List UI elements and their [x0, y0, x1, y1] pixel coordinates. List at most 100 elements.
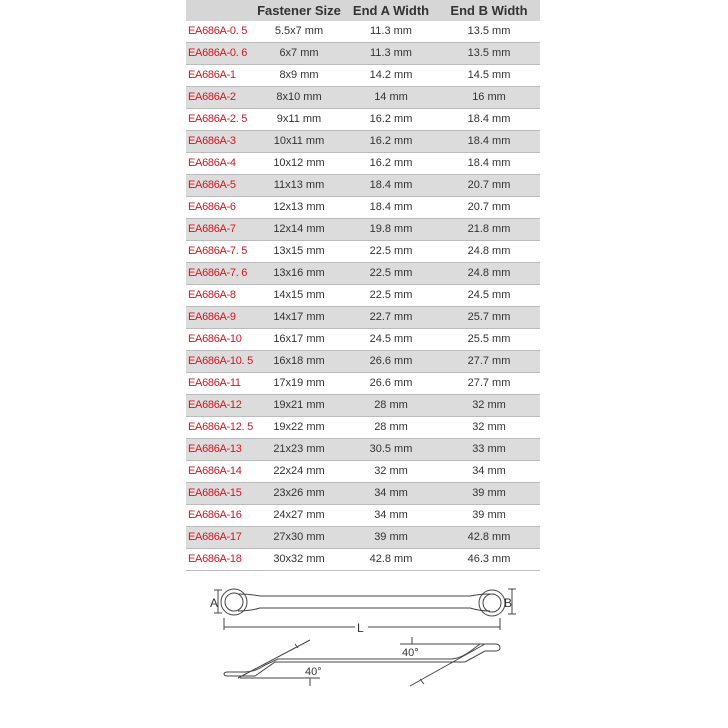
end-a-width: 22.5 mm [344, 262, 438, 285]
table-row: EA686A-7. 5 13x15 mm 22.5 mm 24.8 mm [186, 240, 540, 263]
model-code: EA686A-16 [186, 504, 254, 527]
fastener-size: 8x9 mm [254, 64, 344, 87]
end-b-width: 13.5 mm [438, 21, 540, 43]
fastener-size: 24x27 mm [254, 504, 344, 527]
end-b-width: 46.3 mm [438, 548, 540, 571]
end-b-width: 24.8 mm [438, 240, 540, 263]
model-code: EA686A-7. 5 [186, 240, 254, 263]
end-b-width: 32 mm [438, 394, 540, 417]
end-a-width: 28 mm [344, 394, 438, 417]
model-code: EA686A-8 [186, 284, 254, 307]
label-l: L [357, 621, 364, 635]
end-b-width: 24.8 mm [438, 262, 540, 285]
model-code: EA686A-17 [186, 526, 254, 549]
table-row: EA686A-5 11x13 mm 18.4 mm 20.7 mm [186, 174, 540, 197]
fastener-size: 22x24 mm [254, 460, 344, 483]
end-a-width: 34 mm [344, 504, 438, 527]
end-b-width: 39 mm [438, 482, 540, 505]
end-a-width: 22.5 mm [344, 240, 438, 263]
end-a-width: 19.8 mm [344, 218, 438, 241]
model-code: EA686A-2 [186, 86, 254, 109]
model-code: EA686A-3 [186, 130, 254, 153]
end-b-width: 18.4 mm [438, 108, 540, 131]
model-code: EA686A-4 [186, 152, 254, 175]
end-b-width: 18.4 mm [438, 152, 540, 175]
fastener-size: 16x17 mm [254, 328, 344, 351]
end-b-width: 25.5 mm [438, 328, 540, 351]
end-a-width: 30.5 mm [344, 438, 438, 461]
table-row: EA686A-10 16x17 mm 24.5 mm 25.5 mm [186, 328, 540, 351]
model-code: EA686A-1 [186, 64, 254, 87]
fastener-size: 5.5x7 mm [254, 21, 344, 43]
end-b-width: 21.8 mm [438, 218, 540, 241]
end-b-width: 16 mm [438, 86, 540, 109]
table-row: EA686A-7. 6 13x16 mm 22.5 mm 24.8 mm [186, 262, 540, 285]
table-row: EA686A-1 8x9 mm 14.2 mm 14.5 mm [186, 64, 540, 87]
model-code: EA686A-14 [186, 460, 254, 483]
fastener-size: 30x32 mm [254, 548, 344, 571]
end-a-width: 39 mm [344, 526, 438, 549]
table-row: EA686A-9 14x17 mm 22.7 mm 25.7 mm [186, 306, 540, 329]
end-b-width: 20.7 mm [438, 174, 540, 197]
end-b-width: 34 mm [438, 460, 540, 483]
table-row: EA686A-11 17x19 mm 26.6 mm 27.7 mm [186, 372, 540, 395]
end-b-width: 13.5 mm [438, 42, 540, 65]
end-a-width: 26.6 mm [344, 372, 438, 395]
table-row: EA686A-13 21x23 mm 30.5 mm 33 mm [186, 438, 540, 461]
fastener-size: 14x17 mm [254, 306, 344, 329]
model-code: EA686A-10. 5 [186, 350, 254, 373]
fastener-size: 8x10 mm [254, 86, 344, 109]
angle-left-label: 40° [305, 666, 322, 678]
table-row: EA686A-10. 5 16x18 mm 26.6 mm 27.7 mm [186, 350, 540, 373]
model-code: EA686A-12 [186, 394, 254, 417]
table-row: EA686A-18 30x32 mm 42.8 mm 46.3 mm [186, 548, 540, 571]
model-code: EA686A-2. 5 [186, 108, 254, 131]
model-code: EA686A-12. 5 [186, 416, 254, 439]
end-b-width: 14.5 mm [438, 64, 540, 87]
model-code: EA686A-7 [186, 218, 254, 241]
table-row: EA686A-6 12x13 mm 18.4 mm 20.7 mm [186, 196, 540, 219]
table-row: EA686A-7 12x14 mm 19.8 mm 21.8 mm [186, 218, 540, 241]
end-b-width: 27.7 mm [438, 372, 540, 395]
fastener-size: 12x13 mm [254, 196, 344, 219]
angle-right-label: 40° [402, 647, 419, 659]
end-a-width: 22.7 mm [344, 306, 438, 329]
fastener-size: 13x15 mm [254, 240, 344, 263]
fastener-size: 23x26 mm [254, 482, 344, 505]
table-row: EA686A-16 24x27 mm 34 mm 39 mm [186, 504, 540, 527]
model-code: EA686A-6 [186, 196, 254, 219]
end-b-width: 32 mm [438, 416, 540, 439]
end-a-width: 34 mm [344, 482, 438, 505]
end-a-width: 16.2 mm [344, 130, 438, 153]
fastener-size: 13x16 mm [254, 262, 344, 285]
end-a-width: 11.3 mm [344, 42, 438, 65]
end-b-width: 33 mm [438, 438, 540, 461]
table-row: EA686A-12. 5 19x22 mm 28 mm 32 mm [186, 416, 540, 439]
table-row: EA686A-2. 5 9x11 mm 16.2 mm 18.4 mm [186, 108, 540, 131]
table-row: EA686A-4 10x12 mm 16.2 mm 18.4 mm [186, 152, 540, 175]
model-code: EA686A-0. 5 [186, 21, 254, 43]
spec-table: Fastener Size End A Width End B Width EA… [186, 0, 540, 571]
end-a-width: 14.2 mm [344, 64, 438, 87]
end-a-width: 16.2 mm [344, 152, 438, 175]
fastener-size: 27x30 mm [254, 526, 344, 549]
table-row: EA686A-8 14x15 mm 22.5 mm 24.5 mm [186, 284, 540, 307]
table-row: EA686A-14 22x24 mm 32 mm 34 mm [186, 460, 540, 483]
end-b-width: 18.4 mm [438, 130, 540, 153]
fastener-size: 21x23 mm [254, 438, 344, 461]
end-a-width: 42.8 mm [344, 548, 438, 571]
table-row: EA686A-0. 5 5.5x7 mm 11.3 mm 13.5 mm [186, 21, 540, 43]
fastener-size: 9x11 mm [254, 108, 344, 131]
end-a-width: 26.6 mm [344, 350, 438, 373]
fastener-size: 6x7 mm [254, 42, 344, 65]
fastener-size: 11x13 mm [254, 174, 344, 197]
table-row: EA686A-12 19x21 mm 28 mm 32 mm [186, 394, 540, 417]
wrench-diagram: A B L 40° 40° [210, 588, 516, 687]
model-code: EA686A-0. 6 [186, 42, 254, 65]
table-row: EA686A-2 8x10 mm 14 mm 16 mm [186, 86, 540, 109]
label-b: B [504, 596, 512, 610]
fastener-size: 16x18 mm [254, 350, 344, 373]
table-row: EA686A-0. 6 6x7 mm 11.3 mm 13.5 mm [186, 42, 540, 65]
model-code: EA686A-5 [186, 174, 254, 197]
header-end-b-width: End B Width [438, 0, 540, 21]
